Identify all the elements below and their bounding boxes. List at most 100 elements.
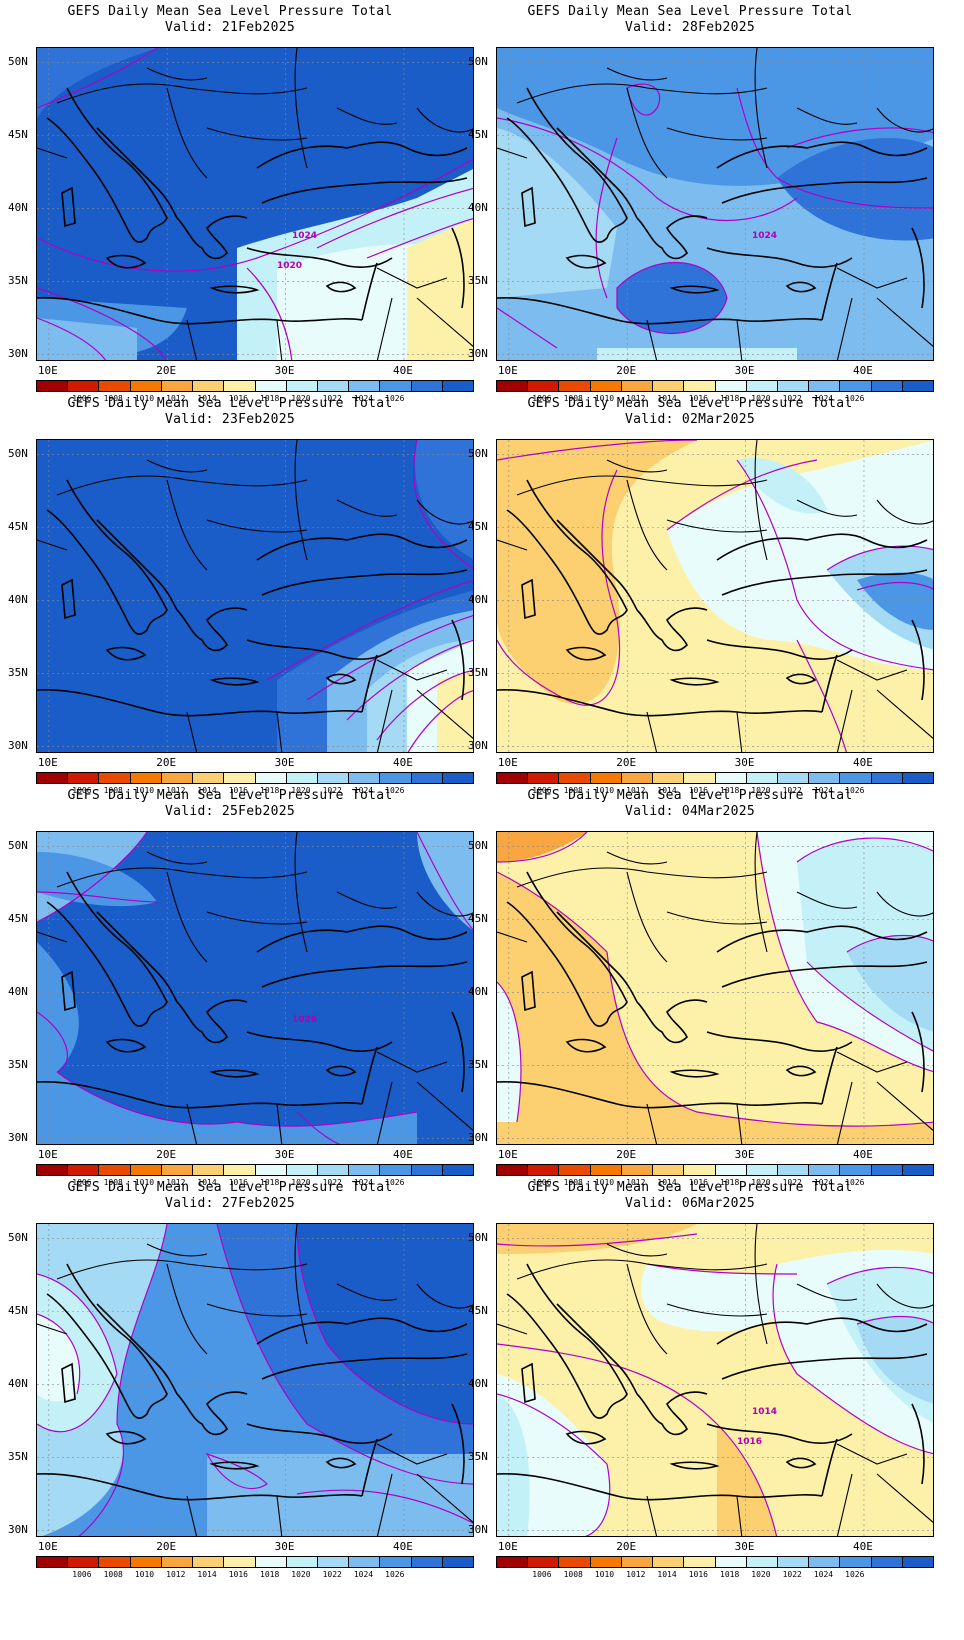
colorbar-swatch	[161, 1557, 194, 1567]
colorbar-label: 1008	[103, 786, 123, 795]
map-frame	[496, 439, 934, 753]
map-frame	[36, 439, 474, 753]
panel-title: GEFS Daily Mean Sea Level Pressure Total	[67, 788, 393, 803]
colorbar-label: 1010	[134, 1570, 155, 1579]
colorbar	[36, 380, 474, 392]
panel-title: GEFS Daily Mean Sea Level Pressure Total	[527, 1180, 853, 1195]
colorbar-swatch	[286, 1557, 318, 1567]
colorbar-swatch	[349, 1557, 381, 1567]
map-frame: 1014 1016	[496, 1223, 934, 1537]
map-frame: 1024 1020	[36, 47, 474, 361]
colorbar-swatch	[380, 1165, 412, 1175]
colorbar-swatch	[130, 1165, 162, 1175]
colorbar-label: 1012	[626, 1178, 646, 1187]
colorbar-label: 1018	[720, 394, 740, 403]
colorbar-swatch	[317, 1557, 350, 1567]
colorbar	[496, 1164, 934, 1176]
pressure-map: 1026	[37, 832, 473, 1144]
panel-valid-date: Valid: 21Feb2025	[164, 20, 296, 35]
lat-label: 45N	[468, 519, 488, 533]
lon-label: 30E	[734, 364, 755, 377]
colorbar-swatch	[809, 1165, 841, 1175]
map-frame	[496, 831, 934, 1145]
lat-label: 30N	[8, 346, 28, 360]
colorbar-swatch	[653, 1165, 685, 1175]
colorbar-swatch	[286, 1165, 318, 1175]
colorbar-swatch	[442, 381, 474, 391]
lat-label: 50N	[468, 1230, 488, 1244]
colorbar-label: 1010	[594, 394, 615, 403]
colorbar-label: 1024	[353, 1178, 374, 1187]
panel-valid-date: Valid: 06Mar2025	[624, 1196, 756, 1211]
lon-label: 30E	[734, 756, 755, 769]
colorbar-swatch	[746, 1557, 778, 1567]
lon-label: 10E	[37, 1148, 58, 1161]
colorbar-swatch	[224, 773, 256, 783]
lon-label: 30E	[734, 1148, 755, 1161]
colorbar-swatch	[497, 773, 529, 783]
colorbar-label: 1020	[291, 394, 311, 403]
colorbar-swatch	[809, 773, 841, 783]
colorbar-swatch	[809, 381, 841, 391]
lat-label: 35N	[8, 273, 28, 287]
colorbar-label: 1018	[260, 786, 280, 795]
colorbar-label: 1012	[166, 394, 186, 403]
lon-label: 20E	[616, 1540, 637, 1553]
colorbar-label: 1006	[532, 394, 552, 403]
colorbar-label: 1026	[845, 1178, 865, 1187]
lat-label: 45N	[8, 519, 28, 533]
colorbar-swatch	[715, 1557, 747, 1567]
lat-label: 50N	[468, 446, 488, 460]
lat-label: 35N	[468, 1449, 488, 1463]
map-panel: GEFS Daily Mean Sea Level Pressure Total…	[0, 0, 482, 410]
panel-valid-date: Valid: 23Feb2025	[164, 412, 296, 427]
colorbar-label: 1024	[813, 1570, 834, 1579]
contour-label: 1014	[752, 1407, 777, 1417]
colorbar-swatch	[871, 1557, 903, 1567]
lat-label: 40N	[468, 592, 488, 606]
colorbar-label: 1018	[260, 1570, 280, 1579]
pressure-map	[37, 1224, 473, 1536]
colorbar-swatch	[411, 773, 443, 783]
colorbar-label: 1022	[782, 786, 802, 795]
colorbar-swatch	[224, 1557, 256, 1567]
colorbar-label: 1020	[751, 1570, 771, 1579]
colorbar-label: 1006	[72, 786, 92, 795]
lat-label: 40N	[468, 1376, 488, 1390]
pressure-map	[497, 440, 933, 752]
panel-valid-date: Valid: 25Feb2025	[164, 804, 296, 819]
colorbar-swatch	[130, 773, 162, 783]
map-frame	[36, 1223, 474, 1537]
lat-label: 35N	[468, 273, 488, 287]
lat-label: 40N	[8, 1376, 28, 1390]
colorbar-label: 1008	[563, 394, 583, 403]
colorbar-swatch	[777, 1165, 810, 1175]
colorbar-swatch	[590, 773, 622, 783]
colorbar-swatch	[777, 773, 810, 783]
lon-label: 20E	[156, 1540, 177, 1553]
colorbar-swatch	[130, 1557, 162, 1567]
lon-label: 40E	[852, 364, 873, 377]
colorbar-swatch	[255, 773, 287, 783]
colorbar-swatch	[193, 773, 225, 783]
contour-label: 1016	[737, 1437, 762, 1447]
lon-label: 10E	[497, 756, 518, 769]
lat-label: 50N	[8, 54, 28, 68]
colorbar-label: 1008	[563, 1178, 583, 1187]
colorbar-swatch	[255, 1165, 287, 1175]
contour-label: 1024	[292, 231, 317, 241]
map-frame: 1026	[36, 831, 474, 1145]
colorbar-swatch	[871, 381, 903, 391]
pressure-map	[497, 832, 933, 1144]
colorbar-swatch	[528, 1165, 560, 1175]
colorbar-label: 1020	[291, 1178, 311, 1187]
colorbar-label: 1026	[845, 1570, 865, 1579]
colorbar-swatch	[715, 1165, 747, 1175]
colorbar-swatch	[621, 1557, 654, 1567]
colorbar-label: 1010	[594, 786, 615, 795]
colorbar-label: 1016	[228, 786, 248, 795]
colorbar-label: 1012	[626, 394, 646, 403]
colorbar-label: 1014	[657, 1178, 677, 1187]
colorbar-swatch	[809, 1557, 841, 1567]
colorbar-label: 1012	[166, 1570, 186, 1579]
